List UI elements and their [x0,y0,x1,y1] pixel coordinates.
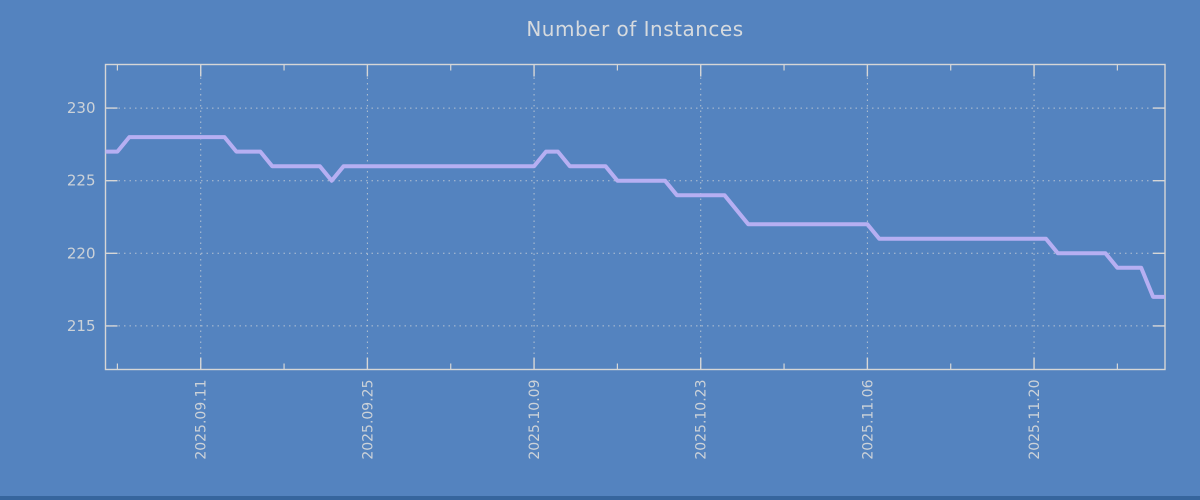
x-tick-label: 2025.09.11 [194,380,210,460]
y-tick-label: 230 [67,99,96,117]
chart-title: Number of Instances [526,17,744,41]
series-line-instances [105,135,1165,299]
plot-border [104,63,1166,371]
x-tick-label: 2025.10.09 [527,380,543,460]
y-tick-label: 220 [67,244,96,262]
x-tick-label: 2025.10.23 [694,380,710,460]
y-tick-label: 215 [67,317,96,335]
x-tick-label: 2025.11.20 [1027,380,1043,460]
window-bottom-edge [0,496,1200,500]
x-tick-label: 2025.09.25 [360,380,376,460]
x-tick-label: 2025.11.06 [860,379,876,459]
y-tick-label: 225 [67,172,96,190]
